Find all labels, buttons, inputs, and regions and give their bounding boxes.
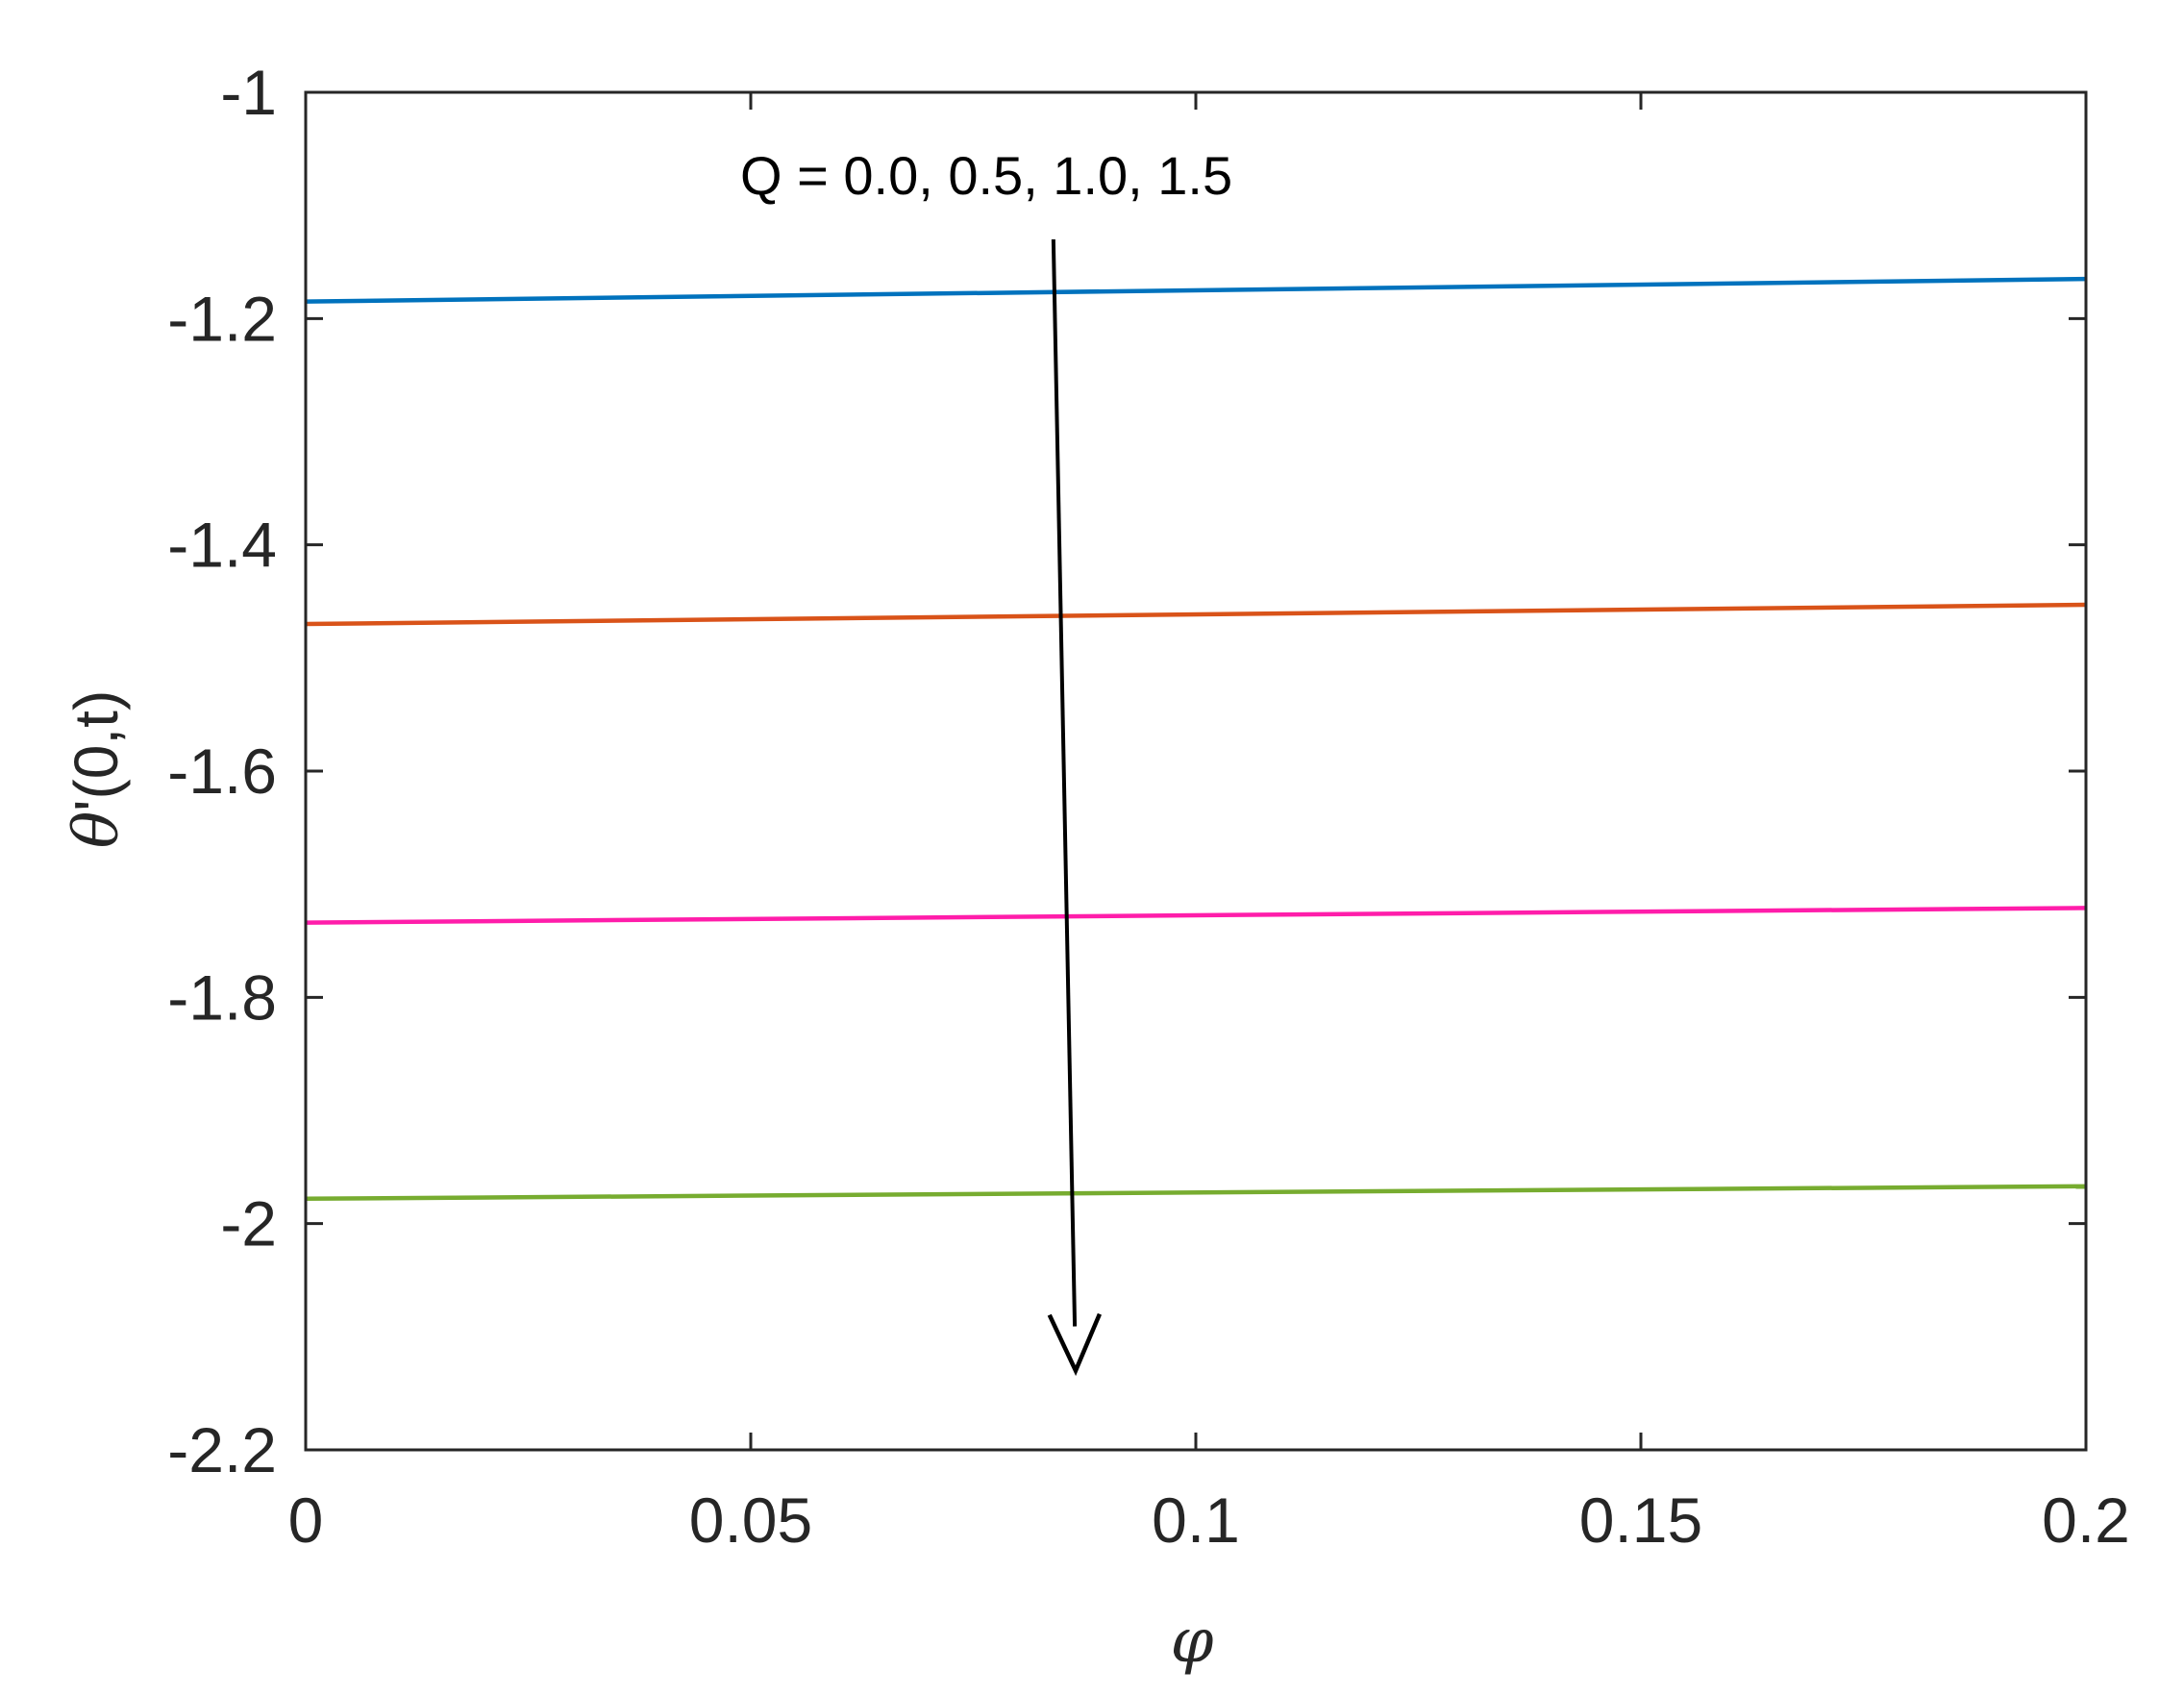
x-tick-label: 0.2 — [2042, 1484, 2130, 1556]
y-tick-label: -2 — [220, 1188, 277, 1260]
annotation-arrow-shaft — [1051, 238, 1078, 1327]
x-tick-label: 0 — [288, 1484, 324, 1556]
x-tick-label: 0.15 — [1579, 1484, 1702, 1556]
annotation-arrow — [1047, 238, 1103, 1377]
annotation-arrow-head — [1047, 1312, 1103, 1377]
x-tick-label: 0.05 — [689, 1484, 812, 1556]
x-tick-label: 0.1 — [1152, 1484, 1240, 1556]
series-line-2 — [305, 602, 2087, 627]
x-axis-label: φ — [1171, 1606, 1214, 1677]
series-line-4 — [305, 1184, 2087, 1202]
y-axis-label: θ'(0,t) — [62, 690, 133, 849]
y-axis-label-rest: '(0,t) — [62, 690, 131, 811]
y-axis-label-symbol: θ — [62, 811, 133, 849]
series-layer — [305, 276, 2087, 1202]
y-tick-label: -1.6 — [167, 736, 277, 807]
y-tick-label: -1 — [220, 57, 277, 128]
y-tick-label: -1.8 — [167, 961, 277, 1033]
y-tick-label: -2.2 — [167, 1414, 277, 1485]
tick-label-layer: 0 0.05 0.1 0.15 0.2 -1 -1.2 -1.4 -1.6 -1.8 -2 -2.2 — [167, 57, 2130, 1556]
series-line-1 — [305, 276, 2087, 304]
y-tick-label: -1.4 — [167, 510, 277, 581]
tick-layer — [304, 90, 2088, 1452]
series-line-3 — [305, 906, 2087, 925]
y-tick-label: -1.2 — [167, 283, 277, 354]
annotation-label: Q = 0.0, 0.5, 1.0, 1.5 — [740, 145, 1232, 206]
